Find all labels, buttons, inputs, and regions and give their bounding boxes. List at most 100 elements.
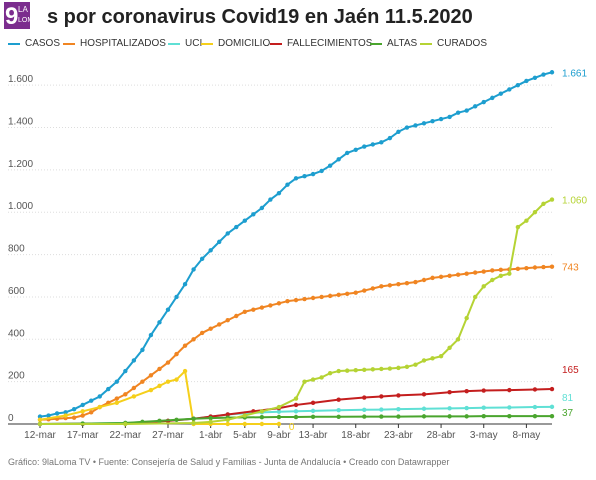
- data-point-hospitalizados: [140, 379, 145, 384]
- x-tick-label: 27-mar: [152, 430, 184, 441]
- data-point-casos: [387, 135, 393, 141]
- data-point-hospitalizados: [532, 265, 538, 270]
- data-point-hospitalizados: [259, 305, 265, 310]
- data-point-casos: [447, 114, 452, 120]
- data-point-hospitalizados: [379, 284, 384, 289]
- data-point-curados: [396, 365, 401, 371]
- data-point-casos: [89, 398, 94, 403]
- data-point-domicilio: [225, 421, 230, 427]
- data-point-casos: [208, 248, 213, 253]
- logo-text-loma: LOMA: [18, 17, 38, 24]
- data-point-casos: [293, 176, 299, 181]
- data-point-curados: [541, 201, 546, 206]
- y-tick-label: 800: [8, 244, 25, 255]
- data-point-altas: [310, 414, 316, 419]
- legend-label: ALTAS: [387, 38, 418, 49]
- data-point-hospitalizados: [242, 309, 247, 314]
- data-point-altas: [362, 414, 367, 419]
- legend-swatch: [63, 42, 75, 45]
- data-point-casos: [498, 91, 503, 96]
- x-tick-label: 28-abr: [427, 430, 457, 441]
- legend-item-fallecimientos: FALLECIMIENTOS: [270, 38, 372, 49]
- data-point-hospitalizados: [421, 277, 427, 283]
- data-point-curados: [447, 345, 452, 350]
- data-point-altas: [191, 416, 196, 421]
- data-point-curados: [310, 377, 316, 382]
- data-point-casos: [217, 239, 222, 245]
- data-point-curados: [242, 413, 247, 418]
- data-point-casos: [404, 125, 410, 130]
- data-point-altas: [549, 413, 555, 419]
- end-label-domicilio: 0: [289, 422, 295, 433]
- data-point-curados: [276, 404, 282, 410]
- x-tick-label: 23-abr: [384, 430, 414, 441]
- data-point-casos: [524, 78, 529, 84]
- data-point-hospitalizados: [481, 269, 486, 274]
- data-point-casos: [345, 150, 350, 156]
- data-point-casos: [182, 282, 188, 287]
- data-point-casos: [276, 190, 282, 196]
- data-point-hospitalizados: [285, 298, 290, 304]
- data-point-fallecimientos: [396, 393, 401, 398]
- data-point-curados: [37, 421, 43, 427]
- x-tick-label: 18-abr: [341, 430, 371, 441]
- data-point-altas: [174, 417, 179, 422]
- legend-label: UCI: [185, 38, 203, 49]
- data-point-casos: [157, 320, 162, 325]
- data-point-curados: [404, 364, 410, 370]
- data-point-hospitalizados: [114, 396, 120, 401]
- data-point-casos: [379, 140, 384, 145]
- legend-label: HOSPITALIZADOS: [80, 38, 166, 49]
- data-point-casos: [438, 116, 444, 122]
- data-point-domicilio: [259, 421, 265, 427]
- data-point-casos: [541, 72, 546, 77]
- data-point-curados: [455, 337, 461, 342]
- x-tick-label: 5-abr: [233, 430, 257, 441]
- data-point-fallecimientos: [310, 400, 316, 406]
- data-point-fallecimientos: [379, 394, 384, 399]
- logo: 9 LA LOMA: [4, 2, 44, 30]
- data-point-hospitalizados: [182, 343, 188, 348]
- legend-swatch: [201, 42, 213, 45]
- data-point-hospitalizados: [165, 360, 171, 365]
- data-point-domicilio: [114, 400, 120, 406]
- data-point-uci: [464, 405, 469, 411]
- data-point-uci: [310, 408, 316, 414]
- data-point-casos: [199, 256, 205, 262]
- data-point-domicilio: [148, 387, 154, 393]
- data-point-curados: [515, 224, 521, 230]
- data-point-casos: [362, 144, 367, 149]
- line-chart: 0 200 400 600 800 1.000 1.200 1.400 1.600 12-mar 1…: [8, 68, 587, 441]
- legend-swatch: [270, 42, 282, 45]
- x-tick-label: 12-mar: [24, 430, 56, 441]
- data-point-casos: [327, 163, 333, 168]
- y-tick-label: 1.000: [8, 201, 33, 212]
- data-point-hospitalizados: [413, 279, 418, 285]
- data-point-casos: [336, 157, 341, 162]
- data-point-hospitalizados: [455, 272, 461, 277]
- data-point-curados: [507, 271, 512, 276]
- logo-number: 9: [5, 3, 18, 29]
- data-point-hospitalizados: [234, 313, 239, 319]
- data-point-hospitalizados: [302, 296, 307, 302]
- data-point-hospitalizados: [131, 385, 137, 391]
- data-point-casos: [549, 70, 555, 75]
- data-point-curados: [413, 362, 418, 367]
- data-point-uci: [549, 404, 555, 410]
- data-point-hospitalizados: [464, 271, 469, 276]
- end-label-uci: 81: [562, 393, 574, 404]
- data-point-hospitalizados: [225, 318, 230, 323]
- data-point-casos: [174, 294, 179, 300]
- data-point-curados: [379, 366, 384, 372]
- x-tick-label: 17-mar: [67, 430, 99, 441]
- end-label-fallecimientos: 165: [562, 365, 579, 376]
- data-point-casos: [310, 171, 316, 177]
- data-point-hospitalizados: [430, 275, 435, 281]
- data-point-altas: [208, 415, 213, 421]
- data-point-casos: [285, 182, 290, 187]
- legend-swatch: [8, 42, 20, 45]
- data-point-curados: [387, 366, 393, 371]
- y-tick-label: 1.400: [8, 117, 33, 128]
- data-point-curados: [191, 420, 196, 426]
- data-point-hospitalizados: [310, 295, 316, 301]
